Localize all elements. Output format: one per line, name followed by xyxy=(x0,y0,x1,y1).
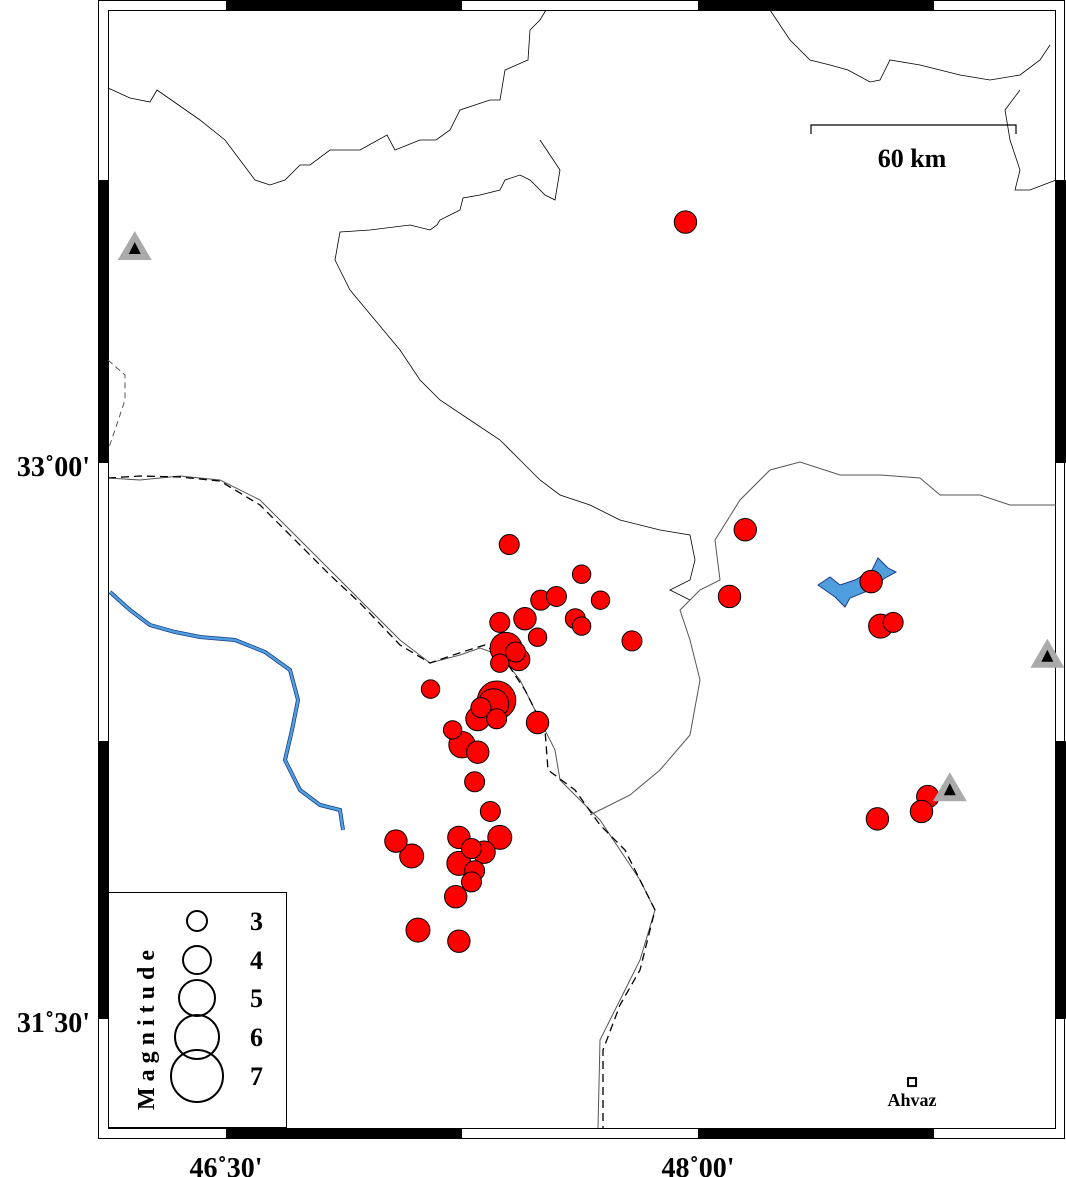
earthquake-event xyxy=(673,210,698,234)
earthquake-event xyxy=(486,708,508,730)
earthquake-event xyxy=(733,518,757,542)
earthquake-event xyxy=(444,885,468,909)
earthquake-event xyxy=(859,569,883,594)
earthquake-event xyxy=(489,611,511,633)
earthquake-event xyxy=(384,829,408,853)
earthquake-event xyxy=(505,641,527,663)
earthquake-event xyxy=(447,929,471,953)
earthquake-event xyxy=(405,917,431,943)
x-tick-label: 46˚30' xyxy=(189,1153,262,1177)
magnitude-legend: Magnitude 3 4 5 6 7 xyxy=(108,892,287,1128)
earthquake-event xyxy=(513,606,537,631)
y-tick-label: 33˚00' xyxy=(17,452,90,483)
cities-layer: Ahvaz xyxy=(888,1077,937,1110)
earthquake-event xyxy=(460,871,482,893)
station-triangle-icon xyxy=(932,772,967,802)
station-triangle-icon xyxy=(1030,638,1065,668)
legend-title: Magnitude xyxy=(134,944,160,1110)
earthquake-event xyxy=(442,720,463,740)
earthquake-event xyxy=(487,824,513,850)
city-marker-icon xyxy=(907,1077,918,1088)
map-frame xyxy=(98,0,1066,1139)
earthquake-event xyxy=(399,843,425,869)
earthquake-event xyxy=(498,534,520,556)
x-tick-label: 48˚00' xyxy=(661,1153,734,1177)
station-triangle-icon xyxy=(117,230,152,260)
y-tick-label: 31˚30' xyxy=(17,1008,90,1039)
legend-circle xyxy=(182,945,212,975)
earthquake-event xyxy=(571,616,592,636)
earthquake-event xyxy=(460,838,482,860)
earthquake-event xyxy=(717,584,742,609)
lake xyxy=(817,557,898,608)
earthquake-event xyxy=(865,807,890,831)
earthquake-event xyxy=(590,590,611,610)
scale-bar: 60 km xyxy=(810,124,1017,173)
earthquake-event xyxy=(909,799,934,824)
city-label: Ahvaz xyxy=(888,1090,937,1110)
earthquake-event xyxy=(466,740,490,764)
earthquake-event xyxy=(420,679,441,699)
earthquake-event xyxy=(571,564,592,584)
earthquake-event xyxy=(470,697,492,719)
earthquake-event xyxy=(527,627,548,647)
earthquake-event xyxy=(882,611,904,633)
legend-label: 5 xyxy=(250,984,263,1013)
earthquake-event xyxy=(545,585,567,607)
events-layer xyxy=(384,210,940,953)
river xyxy=(108,590,345,831)
earthquake-event xyxy=(525,710,550,735)
earthquake-event xyxy=(464,771,486,793)
legend-label: 4 xyxy=(250,946,263,975)
legend-circle xyxy=(174,1014,220,1060)
legend-label: 7 xyxy=(250,1062,263,1091)
legend-circle xyxy=(186,910,208,932)
legend-label: 3 xyxy=(250,907,263,936)
scale-bar-label: 60 km xyxy=(878,144,947,173)
province-boundaries xyxy=(107,9,1057,601)
earthquake-event xyxy=(621,630,643,652)
legend-circle xyxy=(170,1049,224,1103)
stations-layer xyxy=(117,230,1065,802)
river-fill xyxy=(109,591,345,831)
legend-label: 6 xyxy=(250,1023,263,1052)
earthquake-event xyxy=(490,653,510,673)
earthquake-event xyxy=(479,800,501,822)
